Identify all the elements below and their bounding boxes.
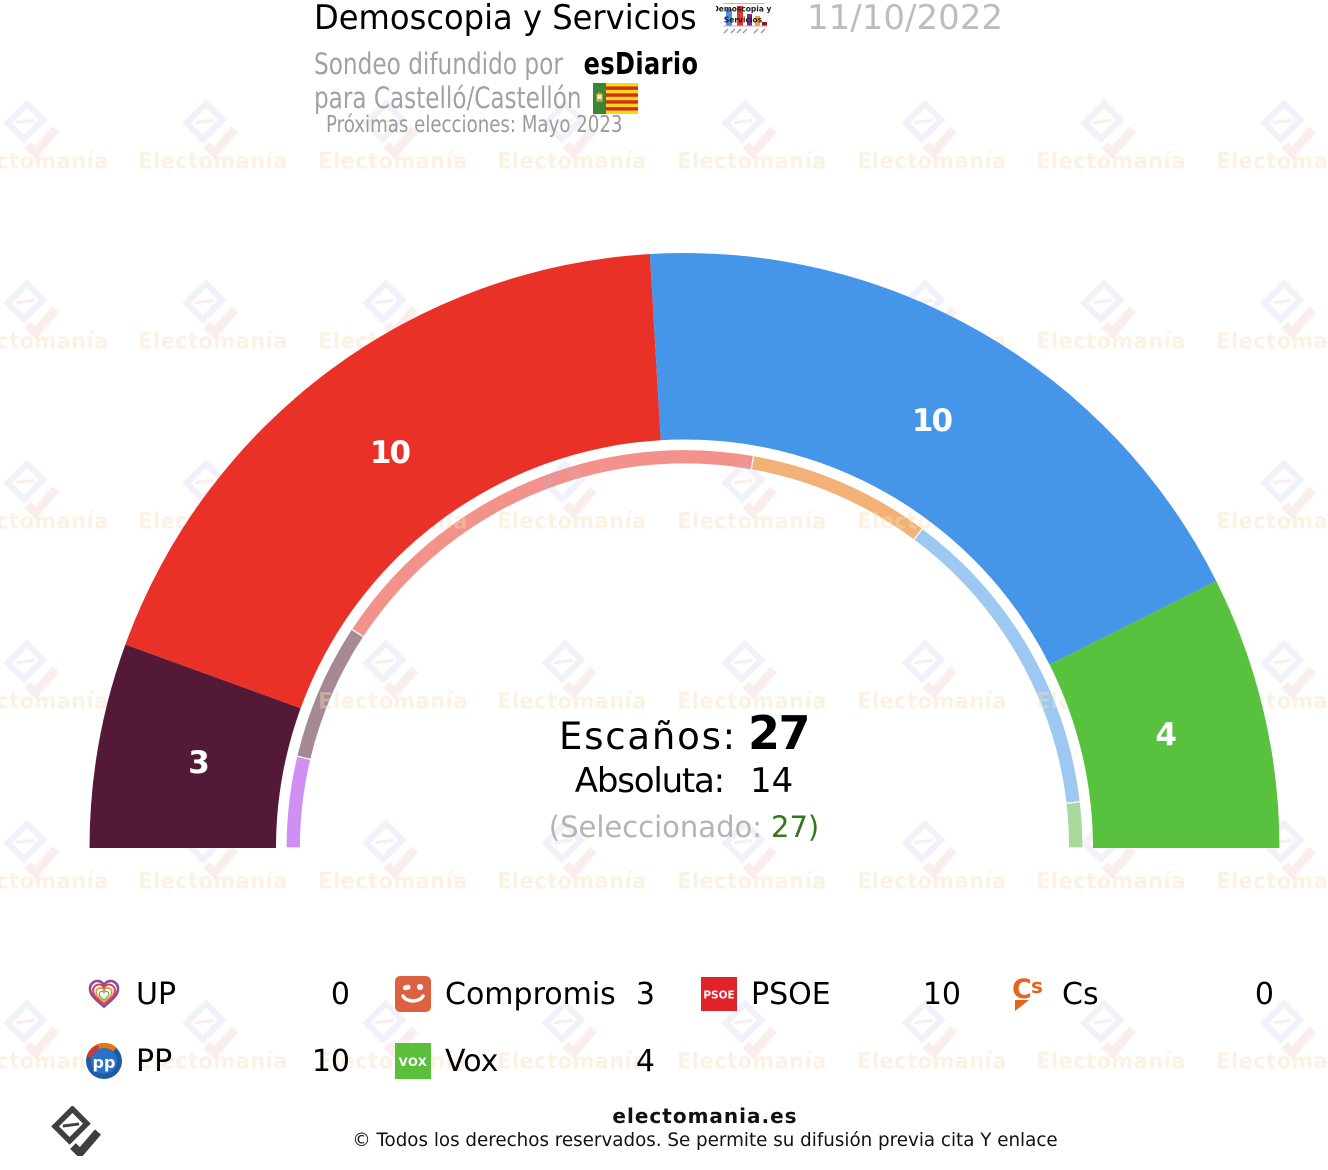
election-note: Próximas elecciones: Mayo 2023 bbox=[326, 112, 623, 138]
copyright-text: © Todos los derechos reservados. Se perm… bbox=[352, 1130, 1058, 1151]
legend-item-cs[interactable]: C s Cs 0 bbox=[1011, 974, 1274, 1014]
svg-text:s: s bbox=[1031, 975, 1043, 998]
segment-psoe[interactable] bbox=[125, 254, 661, 709]
seats-label: Escaños: bbox=[559, 715, 737, 758]
majority-label: Absoluta: bbox=[574, 761, 725, 801]
site-name: electomania.es bbox=[612, 1104, 798, 1128]
legend-item-pp[interactable]: pp PP 10 bbox=[85, 1041, 350, 1081]
legend-label: PP bbox=[136, 1043, 173, 1079]
legend-value: 0 bbox=[1254, 976, 1274, 1012]
subtitle: Sondeo difundido por esDiario bbox=[314, 50, 698, 80]
segment-pp[interactable] bbox=[649, 252, 1217, 665]
pollster-logo-line2: Servicios bbox=[724, 16, 763, 25]
legend-value: 0 bbox=[330, 976, 350, 1012]
seats-total-line: Escaños: 27 bbox=[20, 710, 1328, 756]
pollster-logo-line1: Demoscopia y bbox=[716, 5, 772, 14]
electomania-logo bbox=[51, 1106, 101, 1156]
legend-label: Compromis bbox=[445, 976, 616, 1012]
castellon-flag-icon bbox=[593, 83, 638, 114]
seat-count-pp: 10 bbox=[912, 403, 953, 439]
prev-segment-vox[interactable] bbox=[1065, 801, 1084, 849]
majority-line: Absoluta: 14 bbox=[20, 764, 1328, 798]
legend-item-up[interactable]: UP 0 bbox=[85, 974, 350, 1014]
legend-item-compromis[interactable]: Compromis 3 bbox=[394, 974, 655, 1014]
psoe-square-icon: PSOE bbox=[701, 977, 737, 1011]
legend-label: UP bbox=[136, 976, 177, 1012]
legend-value: 10 bbox=[922, 976, 961, 1012]
svg-text:PSOE: PSOE bbox=[703, 990, 734, 1002]
page-title: Demoscopia y Servicios bbox=[314, 0, 697, 38]
seat-count-vox: 4 bbox=[1155, 717, 1176, 753]
svg-text:VOX: VOX bbox=[399, 1055, 427, 1069]
svg-text:pp: pp bbox=[93, 1053, 116, 1072]
seat-count-psoe: 10 bbox=[370, 435, 411, 471]
legend-label: PSOE bbox=[751, 976, 831, 1012]
compromis-smiley-icon bbox=[395, 976, 431, 1012]
poll-date: 11/10/2022 bbox=[807, 0, 1003, 38]
legend-value: 4 bbox=[635, 1043, 655, 1079]
legend-label: Cs bbox=[1062, 976, 1099, 1012]
subtitle-source: esDiario bbox=[583, 47, 699, 82]
segment-compromis[interactable] bbox=[89, 644, 301, 848]
seat-count-compromis: 3 bbox=[188, 745, 208, 781]
vox-square-icon: VOX bbox=[395, 1043, 431, 1079]
legend-value: 3 bbox=[635, 976, 655, 1012]
subtitle-prefix: Sondeo difundido por bbox=[314, 47, 563, 81]
pp-circle-icon: pp bbox=[86, 1042, 122, 1079]
seats-value: 27 bbox=[747, 706, 811, 760]
up-hearts-icon bbox=[88, 979, 120, 1009]
segment-vox[interactable] bbox=[1049, 580, 1280, 848]
legend-value: 10 bbox=[311, 1043, 350, 1079]
selected-value: 27) bbox=[771, 810, 820, 844]
cs-logo-icon: C s bbox=[1012, 975, 1043, 1011]
region-line: para Castelló/Castellón bbox=[314, 81, 582, 115]
pollster-logo: Demoscopia y Servicios bbox=[716, 3, 772, 34]
legend-item-psoe[interactable]: PSOE PSOE 10 bbox=[700, 974, 961, 1014]
majority-value: 14 bbox=[749, 761, 794, 801]
legend-item-vox[interactable]: VOX Vox 4 bbox=[394, 1041, 655, 1081]
svg-text:C: C bbox=[1012, 975, 1032, 1005]
selected-line: (Seleccionado: 27) bbox=[20, 813, 1328, 842]
selected-prefix: (Seleccionado: bbox=[548, 810, 762, 844]
legend-label: Vox bbox=[445, 1043, 499, 1079]
